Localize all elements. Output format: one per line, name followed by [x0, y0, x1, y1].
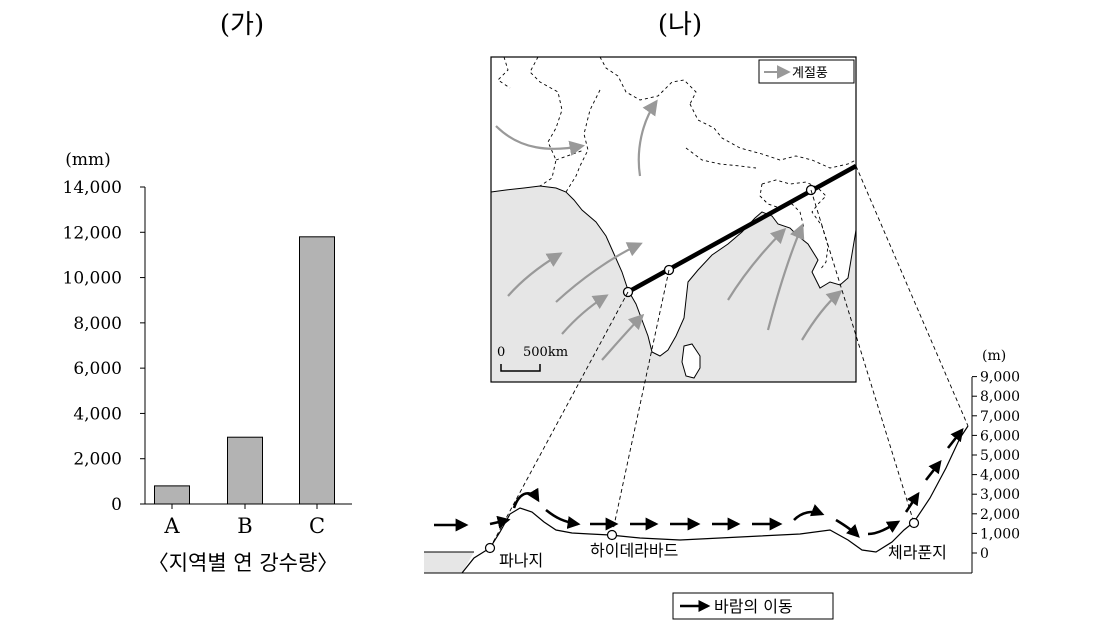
terrain-line [461, 425, 969, 574]
chart-caption: 〈지역별 연 강수량〉 [148, 551, 339, 575]
category-label-A: A [163, 514, 180, 538]
y-tick-label: 0 [111, 495, 122, 515]
land-mass [491, 57, 856, 357]
elevation-tick-label: 1,000 [980, 526, 1020, 542]
elevation-tick-label: 9,000 [980, 370, 1020, 386]
bars [154, 236, 335, 505]
sri-lanka-island [681, 343, 701, 379]
elevation-unit: (m) [982, 348, 1006, 364]
y-tick-label: 10,000 [63, 269, 122, 289]
category-label-C: C [309, 514, 325, 538]
panel-right-label: (나) [658, 10, 702, 40]
elevation-tick-label: 0 [980, 546, 989, 562]
y-tick-label: 2,000 [73, 450, 122, 470]
point-panaji-profile [484, 542, 496, 554]
wind-arrows [434, 427, 964, 538]
y-tick-label: 6,000 [73, 359, 122, 379]
scale-distance: 500km [523, 345, 568, 360]
bar-C [299, 236, 335, 505]
cross-section-profile: 파나지 하이데라바드 체라푼지 (m) 0 1,000 2,000 3,000 4,00… [424, 348, 1020, 620]
wind-legend-label: 바람의 이동 [714, 597, 793, 616]
projection-lines [489, 165, 969, 549]
precipitation-bar-chart: (mm) 0 2,000 4,000 6,000 8,000 10,000 12,000 14… [63, 150, 352, 575]
panel-left-label: (가) [220, 10, 264, 40]
map-frame [490, 56, 857, 383]
y-tick-label: 4,000 [73, 404, 122, 424]
y-tick-label: 12,000 [63, 223, 122, 243]
elevation-tick-label: 4,000 [980, 468, 1020, 484]
profile-sea [424, 552, 474, 573]
place-label-cherrapunji: 체라푼지 [888, 543, 947, 562]
bar-A [154, 485, 190, 505]
elevation-ticks: 0 1,000 2,000 3,000 4,000 5,000 6,000 7,000 8,00… [972, 370, 1020, 562]
scale-zero: 0 [497, 345, 505, 360]
india-map: 계절풍 0 500km [490, 56, 857, 383]
legend-monsoon-label: 계절풍 [792, 66, 828, 81]
elevation-tick-label: 6,000 [980, 428, 1020, 444]
elevation-tick-label: 3,000 [980, 487, 1020, 503]
map-legend: 계절풍 [758, 59, 855, 84]
y-tick-label: 8,000 [73, 314, 122, 334]
place-label-panaji: 파나지 [499, 551, 543, 570]
scale-bar: 0 500km [497, 345, 568, 372]
elevation-tick-label: 8,000 [980, 389, 1020, 405]
elevation-tick-label: 7,000 [980, 409, 1020, 425]
country-borders [497, 57, 856, 271]
y-tick-label: 14,000 [63, 178, 122, 198]
elevation-tick-label: 2,000 [980, 507, 1020, 523]
point-hyderabad-profile [606, 529, 618, 541]
x-axis-ticks: A B C [163, 504, 325, 538]
wind-legend: 바람의 이동 [672, 592, 834, 620]
category-label-B: B [237, 514, 252, 538]
place-label-hyderabad: 하이데라바드 [590, 541, 678, 560]
elevation-tick-label: 5,000 [980, 448, 1020, 464]
point-cherrapunji-profile [908, 517, 920, 529]
y-axis-ticks: 0 2,000 4,000 6,000 8,000 10,000 12,000 14,000 [63, 178, 145, 515]
bar-B [227, 436, 263, 505]
monsoon-arrows [495, 99, 843, 361]
y-axis-unit: (mm) [65, 150, 111, 170]
